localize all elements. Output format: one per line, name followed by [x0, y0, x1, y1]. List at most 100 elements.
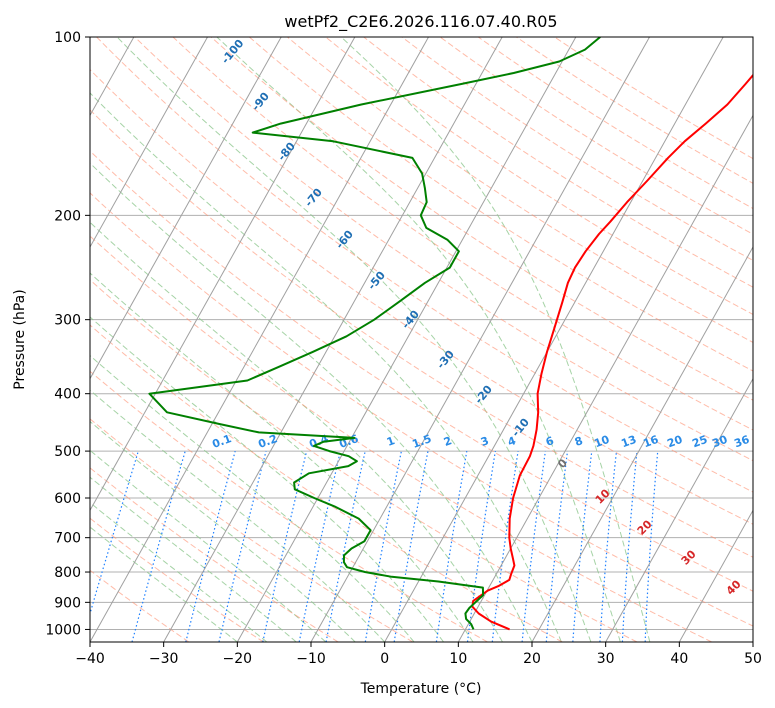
moist-adiabat-line [90, 420, 356, 642]
isotherm-line [384, 37, 724, 642]
plot-border [89, 36, 754, 643]
x-tick-label: 20 [523, 651, 541, 667]
mixing-ratio-label: 4 [506, 434, 518, 449]
moist-adiabat-line [90, 449, 327, 642]
mixing-ratio-label: 36 [732, 433, 751, 451]
dry-adiabat-line [325, 37, 753, 316]
moist-adiabat-line [90, 92, 562, 642]
x-tick-label: 50 [744, 651, 762, 667]
isotherm-line [605, 377, 753, 642]
x-tick-label: 40 [670, 651, 688, 667]
isotherm-line [90, 37, 282, 380]
temperature-profile [471, 73, 753, 631]
mixing-ratio-line [364, 450, 402, 642]
x-tick-label: −10 [296, 651, 326, 667]
mixing-ratio-label: 0.2 [256, 432, 279, 451]
plot-frame [89, 36, 754, 643]
isotherm-line [163, 37, 503, 642]
mixing-ratio-label: 1 [385, 434, 397, 449]
y-tick-label: 200 [54, 208, 81, 224]
plot-area [90, 37, 753, 642]
dry-adiabat-line [172, 37, 753, 431]
mixing-ratio-label: 13 [619, 433, 638, 450]
mixing-ratio-label: 20 [665, 433, 684, 451]
mixing-ratio-line [325, 450, 366, 642]
mixing-ratio-line [545, 451, 569, 642]
moist-adiabat-line [216, 37, 621, 642]
x-axis-label: Temperature (°C) [360, 681, 482, 697]
x-tick-label: −40 [75, 651, 105, 667]
moist-adiabat-line [90, 526, 238, 642]
mixing-ratio-line [185, 450, 236, 642]
y-tick-label: 500 [54, 444, 81, 460]
dry-adiabat-line [516, 37, 753, 184]
mixing-ratio-line [131, 450, 186, 642]
moist-adiabat-line [90, 476, 297, 642]
mixing-ratio-label: 30 [710, 433, 729, 451]
dry-adiabat-line [134, 37, 753, 462]
isotherm-line [752, 640, 753, 642]
dry-adiabat-line [90, 279, 638, 642]
dry-adiabat-line [363, 37, 753, 288]
mixing-ratio-label: 1.5 [410, 432, 433, 451]
y-axis-label: Pressure (hPa) [12, 289, 28, 389]
isotherm-line [0, 37, 60, 642]
dewpoint-profile [148, 37, 601, 630]
y-tick-label: 1000 [45, 622, 81, 638]
chart-title: wetPf2_C2E6.2026.116.07.40.R05 [284, 12, 557, 32]
dry-adiabat-line [90, 109, 753, 558]
mixing-ratio-line [218, 450, 267, 642]
isotherm-line [90, 37, 208, 249]
dry-adiabat-line [477, 37, 753, 210]
isotherm-line [457, 114, 753, 642]
moist-adiabat-line [90, 389, 386, 642]
y-tick-label: 700 [54, 531, 81, 547]
mixing-ratio-line [491, 451, 519, 642]
dry-adiabat-line [210, 37, 753, 401]
moist-adiabat-line [90, 502, 268, 642]
y-tick-label: 800 [54, 565, 81, 581]
moist-adiabat-line [90, 162, 533, 642]
mixing-ratio-label: 2 [442, 434, 454, 449]
mixing-ratio-line [393, 450, 429, 642]
mixing-ratio-line [521, 451, 546, 642]
dry-adiabat-line [90, 235, 712, 642]
y-axis: 100 200 300 400 500 600 700 800 900 1000 [45, 30, 90, 638]
y-tick-label: 400 [54, 387, 81, 403]
mixing-ratio-label: 16 [641, 433, 660, 451]
y-tick-label: 900 [54, 595, 81, 611]
mixing-ratio-line [262, 450, 308, 642]
mixing-ratio-line [466, 450, 496, 642]
plot-background [90, 37, 753, 642]
y-tick-label: 300 [54, 313, 81, 329]
x-tick-label: 10 [449, 651, 467, 667]
y-tick-label: 600 [54, 491, 81, 507]
isotherm-line [531, 246, 753, 642]
mixing-ratio-label: 10 [592, 433, 611, 451]
mixing-ratio-line [298, 450, 341, 642]
mixing-ratio-label: 6 [544, 434, 556, 449]
isotherm-line [310, 37, 650, 642]
mixing-ratio-label: 0.1 [210, 432, 233, 451]
mixing-ratio-lines [90, 450, 659, 642]
dry-adiabat-line [90, 324, 563, 642]
isotherm-line [90, 37, 429, 642]
x-tick-label: −30 [149, 651, 179, 667]
x-axis: −40 −30 −20 −10 0 10 20 30 40 50 [75, 642, 762, 667]
moist-adiabat-line [116, 37, 592, 642]
isotherm-line [236, 37, 577, 642]
mixing-ratio-label: 25 [690, 433, 709, 450]
dry-adiabat-line [401, 37, 753, 261]
sounding-profiles [148, 37, 753, 631]
moist-adiabat-line [90, 272, 474, 642]
moist-adiabat-line [340, 37, 651, 642]
x-tick-label: 30 [597, 651, 615, 667]
dry-adiabat-line [90, 150, 753, 592]
mixing-ratio-label: 3 [479, 434, 491, 449]
mixing-ratio-line [435, 450, 468, 642]
x-tick-label: −20 [223, 651, 253, 667]
dry-adiabat-line [90, 467, 339, 642]
dry-adiabat-line [90, 517, 264, 642]
mixing-ratio-label: 8 [573, 434, 585, 449]
